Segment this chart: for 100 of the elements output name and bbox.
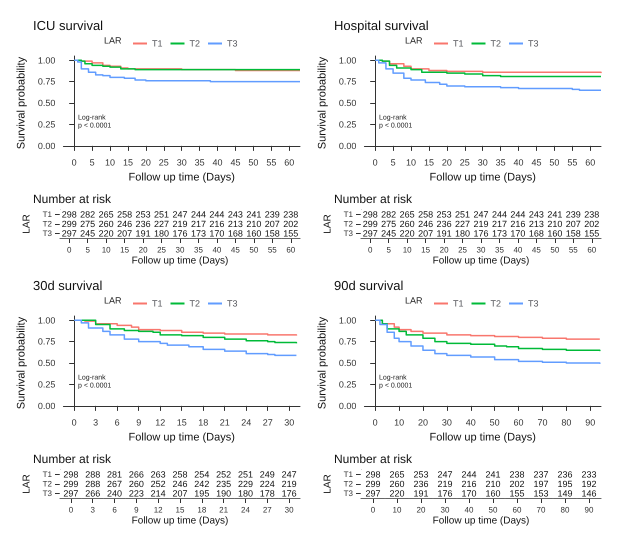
x-tick-label: 3: [90, 506, 96, 514]
data-label: 180: [154, 228, 170, 238]
data-label: 155: [509, 488, 525, 498]
data-label: 275: [80, 219, 96, 229]
x-tick-label: 15: [176, 506, 185, 514]
y-tick-label: 0.25: [338, 119, 356, 130]
x-tick-label: 24: [241, 506, 250, 514]
data-label: 298: [63, 470, 78, 480]
data-label: 229: [238, 479, 253, 489]
x-tick-label: 50: [488, 506, 498, 514]
data-label: 299: [63, 479, 78, 489]
chart-title: Number at risk: [33, 452, 112, 466]
x-tick-label: 40: [514, 158, 524, 168]
x-tick-label: 12: [154, 506, 164, 514]
x-tick-label: 25: [157, 246, 167, 254]
x-tick-label: 10: [105, 158, 116, 168]
data-label: 243: [228, 210, 243, 220]
data-label: 210: [246, 219, 262, 229]
data-label: 220: [400, 228, 415, 238]
y-axis-title: LAR: [21, 474, 32, 494]
x-tick-label: 55: [567, 158, 578, 168]
x-tick-label: 35: [194, 158, 205, 168]
data-label: 176: [282, 488, 297, 498]
data-label: 195: [194, 488, 210, 498]
data-label: 260: [128, 479, 144, 489]
data-label: 265: [98, 210, 114, 220]
data-label: 260: [400, 219, 415, 229]
data-label: 241: [547, 210, 562, 220]
data-label: 170: [510, 228, 526, 238]
data-label: 243: [528, 210, 544, 220]
y-tick-label: 0.00: [38, 140, 56, 151]
data-label: 155: [584, 228, 600, 238]
data-label: 247: [437, 470, 453, 480]
legend-label: T1: [453, 298, 464, 308]
data-label: 241: [485, 470, 501, 480]
x-tick-label: 55: [266, 158, 276, 168]
x-tick-label: 25: [158, 158, 169, 168]
y-tick-label: T2: [344, 480, 354, 488]
x-tick-label: 15: [122, 158, 133, 168]
x-tick-label: 0: [372, 158, 378, 168]
data-label: 288: [85, 479, 100, 489]
x-tick-label: 10: [394, 418, 404, 428]
x-tick-label: 5: [85, 246, 90, 254]
data-label: 180: [238, 488, 253, 498]
data-label: 263: [150, 470, 166, 480]
legend-label: T2: [490, 38, 502, 48]
x-tick-label: 40: [513, 246, 523, 254]
data-label: 253: [413, 470, 429, 480]
data-label: 297: [63, 488, 78, 498]
data-label: 207: [418, 228, 434, 238]
x-axis-title: Follow up time (Days): [430, 432, 536, 444]
data-label: 265: [400, 210, 415, 220]
data-label: 146: [581, 488, 597, 498]
x-tick-label: 40: [212, 246, 222, 254]
x-tick-label: 70: [536, 506, 546, 514]
data-label: 219: [282, 479, 297, 489]
x-tick-label: 60: [512, 506, 522, 514]
x-tick-label: 24: [241, 418, 252, 428]
data-label: 176: [437, 488, 453, 498]
data-label: 253: [136, 210, 151, 220]
x-tick-label: 0: [68, 506, 74, 514]
x-tick-label: 9: [134, 506, 140, 514]
data-label: 252: [216, 470, 232, 480]
x-tick-label: 12: [155, 418, 166, 428]
legend-label: T2: [490, 298, 502, 308]
data-label: 216: [461, 479, 477, 489]
data-label: 298: [362, 210, 378, 220]
data-label: 282: [381, 210, 396, 220]
data-label: 190: [216, 488, 232, 498]
data-label: 297: [362, 228, 378, 238]
data-label: 178: [260, 488, 275, 498]
x-tick-label: 3: [93, 418, 98, 428]
data-label: 227: [154, 219, 170, 229]
y-axis-title: LAR: [21, 214, 32, 234]
x-tick-label: 45: [230, 246, 240, 254]
chart-title: 30d survival: [33, 278, 102, 293]
x-tick-label: 30: [442, 418, 452, 428]
chart-title: Hospital survival: [334, 18, 429, 33]
data-label: 258: [418, 210, 434, 220]
data-label: 223: [128, 488, 144, 498]
x-tick-label: 6: [112, 506, 118, 514]
y-tick-label: 1.00: [338, 55, 356, 66]
data-label: 220: [389, 488, 405, 498]
chart-title: Number at risk: [334, 452, 414, 466]
x-axis-title: Follow up time (Days): [128, 172, 235, 184]
data-label: 160: [547, 228, 562, 238]
data-label: 202: [584, 219, 600, 229]
data-label: 191: [413, 488, 429, 498]
data-label: 207: [566, 219, 581, 229]
legend-label: T3: [528, 38, 539, 48]
x-tick-label: 9: [136, 418, 142, 428]
data-label: 266: [128, 470, 144, 480]
y-axis-title: Survival probability: [316, 56, 328, 150]
x-tick-label: 15: [424, 158, 434, 168]
data-label: 242: [194, 479, 210, 489]
x-tick-label: 20: [138, 246, 148, 254]
y-tick-label: T2: [344, 220, 354, 228]
y-tick-label: T1: [42, 210, 53, 220]
data-label: 207: [117, 228, 132, 238]
y-tick-label: 0.75: [38, 76, 56, 87]
